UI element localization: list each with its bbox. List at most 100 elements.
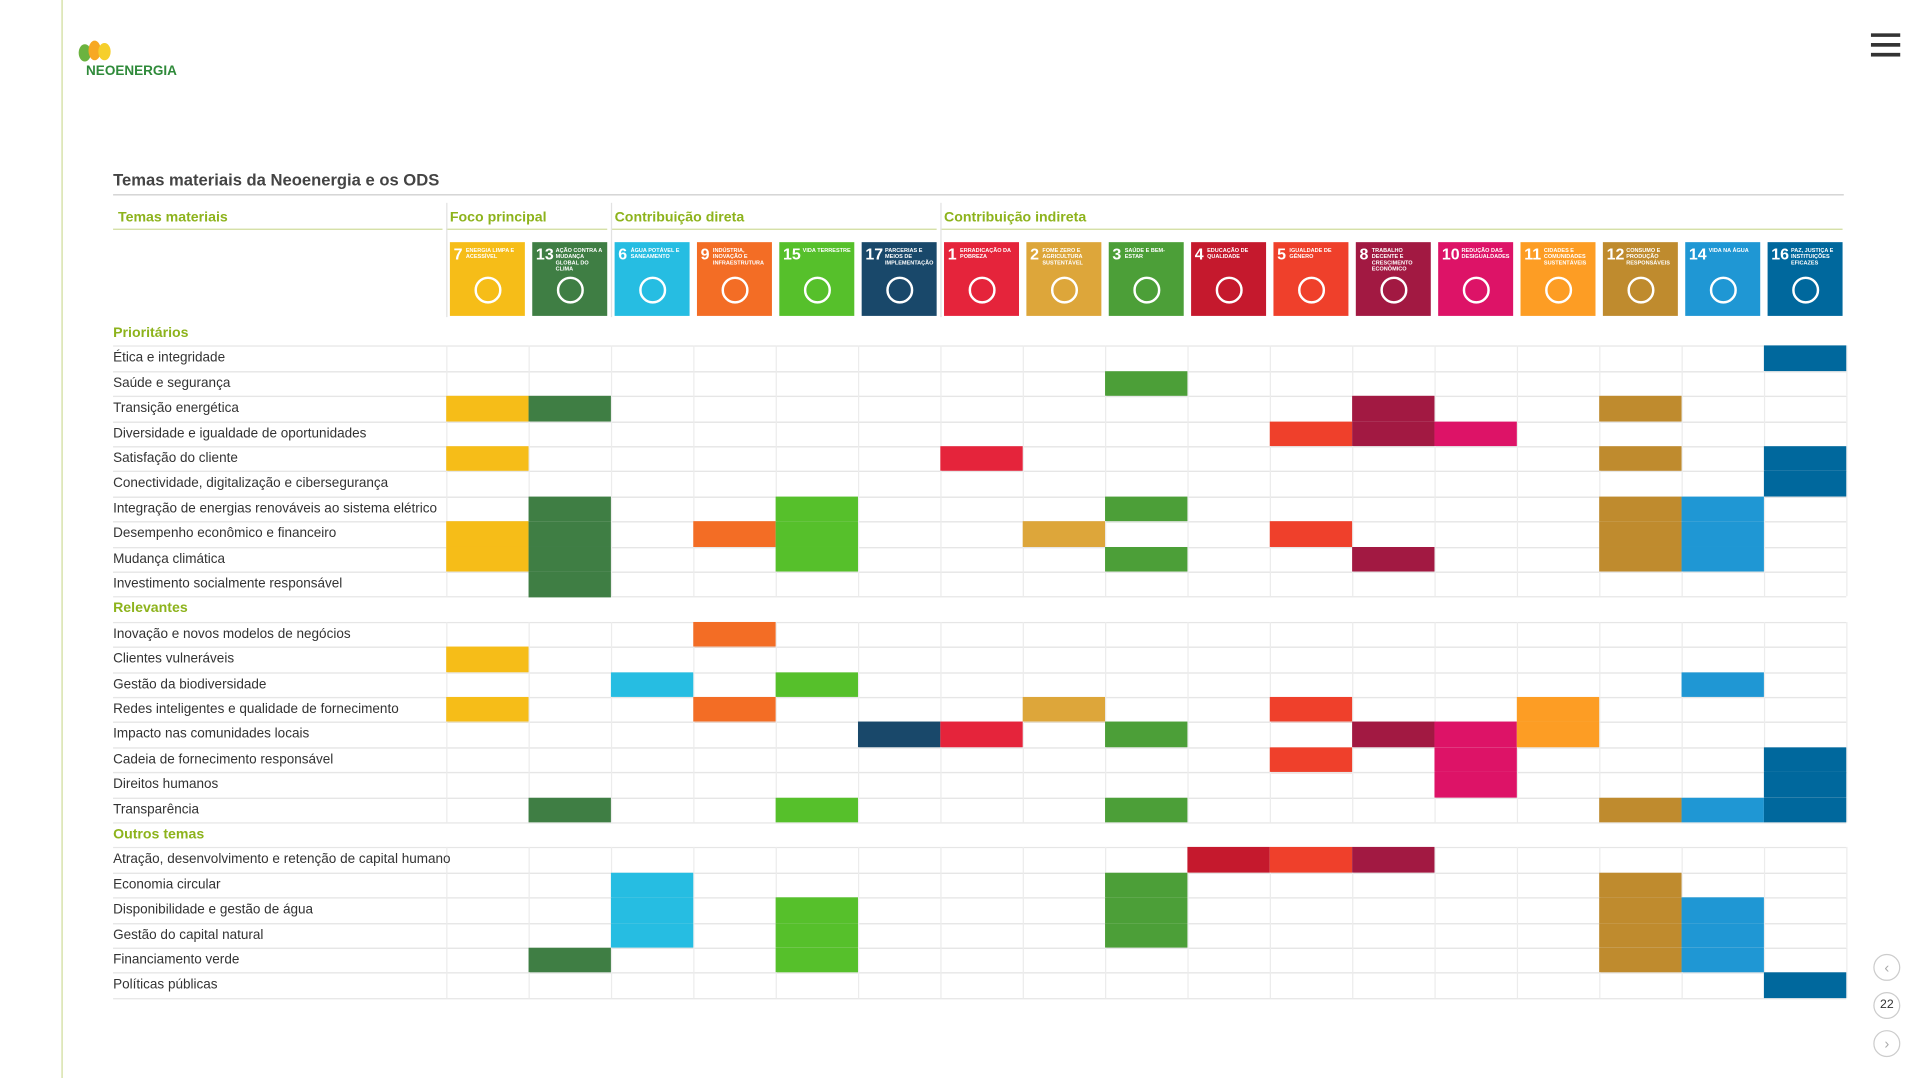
cell-border — [610, 471, 613, 497]
cell-border — [1434, 872, 1436, 898]
cell-border — [693, 471, 695, 497]
cell-border — [1022, 722, 1024, 748]
sdg-number: 2 — [1030, 244, 1039, 264]
cell-border — [528, 972, 530, 998]
cell-border — [940, 471, 942, 497]
cell-border — [1763, 571, 1766, 597]
cell-border — [1681, 972, 1683, 998]
sdg-number: 15 — [783, 244, 801, 264]
cell-border — [1681, 747, 1683, 773]
cell-border — [1187, 496, 1189, 522]
cell-border — [1516, 772, 1519, 798]
cell-border — [610, 646, 613, 672]
cell-border — [1681, 471, 1683, 497]
cell-border — [693, 571, 695, 597]
table-title: Temas materiais da Neoenergia e os ODS — [113, 170, 440, 190]
cell-border — [1599, 370, 1601, 397]
sdg-symbol — [1050, 276, 1079, 304]
cell-border — [1352, 646, 1354, 672]
cell-border — [1434, 546, 1436, 572]
prev-button[interactable]: ‹ — [1873, 953, 1901, 981]
cell-border — [1022, 897, 1024, 923]
sdg-label: CIDADES E COMUNIDADES SUSTENTÁVEIS — [1543, 247, 1587, 266]
cell-border — [1763, 546, 1766, 572]
cell-border — [1434, 646, 1436, 672]
cell-border — [528, 847, 530, 873]
ods-cell — [446, 646, 529, 673]
sdg-number: 16 — [1771, 244, 1790, 264]
ods-cell — [1269, 847, 1353, 874]
cell-border — [693, 446, 695, 472]
cell-border — [775, 696, 777, 723]
row-line — [113, 822, 1847, 824]
sdg-icon: 13 AÇÃO CONTRA A MUDANÇA GLOBAL DO CLIMA — [532, 242, 608, 316]
cell-border — [1599, 847, 1601, 873]
row-line — [113, 496, 1847, 498]
ods-cell — [1105, 922, 1188, 949]
cell-border — [1022, 671, 1024, 697]
cell-border — [1187, 947, 1189, 973]
cell-border — [1022, 396, 1024, 422]
cell-border — [1681, 421, 1683, 447]
cell-border — [1846, 446, 1848, 472]
ods-cell — [1269, 747, 1353, 773]
cell-border — [1352, 772, 1354, 798]
row-line — [113, 897, 1847, 899]
ods-cell — [1352, 722, 1435, 748]
menu-button[interactable] — [1870, 33, 1901, 58]
ods-cell — [1681, 922, 1764, 949]
cell-border — [775, 722, 777, 748]
sdg-symbol — [1792, 276, 1820, 304]
ods-cell — [857, 722, 941, 748]
cell-border — [857, 421, 860, 447]
cell-border — [1846, 521, 1848, 547]
cell-border — [1105, 947, 1107, 973]
sdg-icon: 7 ENERGIA LIMPA E ACESSÍVEL — [449, 242, 525, 316]
row-line — [113, 997, 1847, 1000]
cell-border — [1187, 446, 1189, 472]
sdg-icon: 1 ERRADICAÇÃO DA POBREZA — [944, 242, 1020, 316]
cell-border — [940, 696, 942, 723]
cell-border — [857, 922, 860, 948]
cell-border — [1352, 571, 1354, 597]
sdg-number: 8 — [1359, 244, 1369, 264]
sdg-icon: 11 CIDADES E COMUNIDADES SUSTENTÁVEIS — [1520, 242, 1596, 316]
ods-cell — [775, 546, 858, 573]
ods-cell — [1352, 396, 1435, 422]
cell-border — [940, 496, 942, 522]
ods-cell — [1187, 847, 1270, 874]
ods-cell — [775, 797, 858, 823]
group-rule — [446, 228, 608, 230]
next-button[interactable]: › — [1873, 1030, 1901, 1058]
row-line — [113, 972, 1847, 975]
cell-border — [1846, 747, 1848, 773]
ods-cell — [1763, 345, 1847, 372]
cell-border — [1846, 621, 1848, 647]
cell-border — [693, 797, 695, 823]
row-label: Desempenho econômico e financeiro — [113, 526, 337, 542]
cell-border — [857, 972, 860, 998]
cell-border — [1681, 772, 1683, 798]
sdg-number: 14 — [1688, 244, 1707, 264]
logo-text: NEOENERGIA — [86, 63, 177, 79]
cell-border — [610, 722, 613, 748]
row-line — [113, 621, 1847, 623]
cell-border — [1846, 772, 1848, 798]
ods-cell — [1516, 696, 1600, 723]
cell-border — [1187, 621, 1189, 647]
row-line — [113, 696, 1847, 699]
cell-border — [1599, 722, 1601, 748]
cell-border — [775, 396, 777, 422]
logo-mark — [77, 38, 111, 63]
sdg-icon: 4 EDUCAÇÃO DE QUALIDADE — [1191, 242, 1267, 316]
cell-border — [1516, 496, 1519, 522]
cell-border — [1352, 797, 1354, 823]
cell-border — [1681, 722, 1683, 748]
ods-cell — [940, 722, 1023, 748]
cell-border — [857, 571, 860, 597]
cell-border — [1187, 646, 1189, 672]
cell-border — [775, 571, 777, 597]
row-line — [113, 747, 1847, 749]
cell-border — [857, 947, 860, 973]
cell-border — [775, 421, 777, 447]
